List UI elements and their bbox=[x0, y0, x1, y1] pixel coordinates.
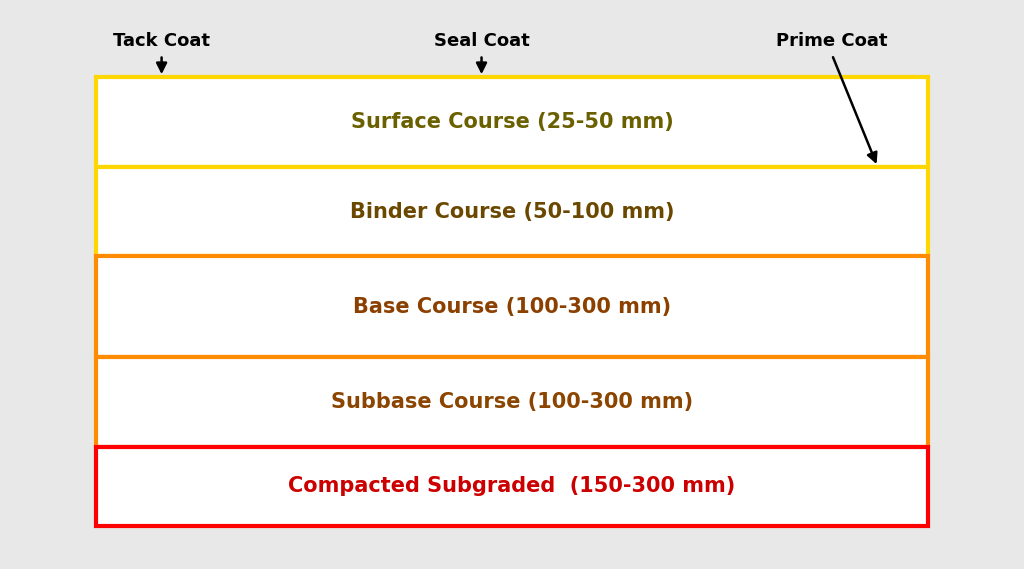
Text: Prime Coat: Prime Coat bbox=[776, 32, 888, 50]
Bar bbox=[95, 77, 929, 167]
Text: Subbase Course (100-300 mm): Subbase Course (100-300 mm) bbox=[331, 392, 693, 412]
Bar bbox=[95, 257, 929, 357]
Text: Binder Course (50-100 mm): Binder Course (50-100 mm) bbox=[350, 201, 674, 221]
Text: Compacted Subgraded  (150-300 mm): Compacted Subgraded (150-300 mm) bbox=[289, 476, 735, 496]
Text: Surface Course (25-50 mm): Surface Course (25-50 mm) bbox=[350, 112, 674, 132]
Bar bbox=[95, 447, 929, 526]
Text: Tack Coat: Tack Coat bbox=[113, 32, 210, 50]
Bar bbox=[95, 357, 929, 447]
Text: Base Course (100-300 mm): Base Course (100-300 mm) bbox=[353, 297, 671, 317]
Text: Seal Coat: Seal Coat bbox=[433, 32, 529, 50]
Bar bbox=[95, 167, 929, 257]
